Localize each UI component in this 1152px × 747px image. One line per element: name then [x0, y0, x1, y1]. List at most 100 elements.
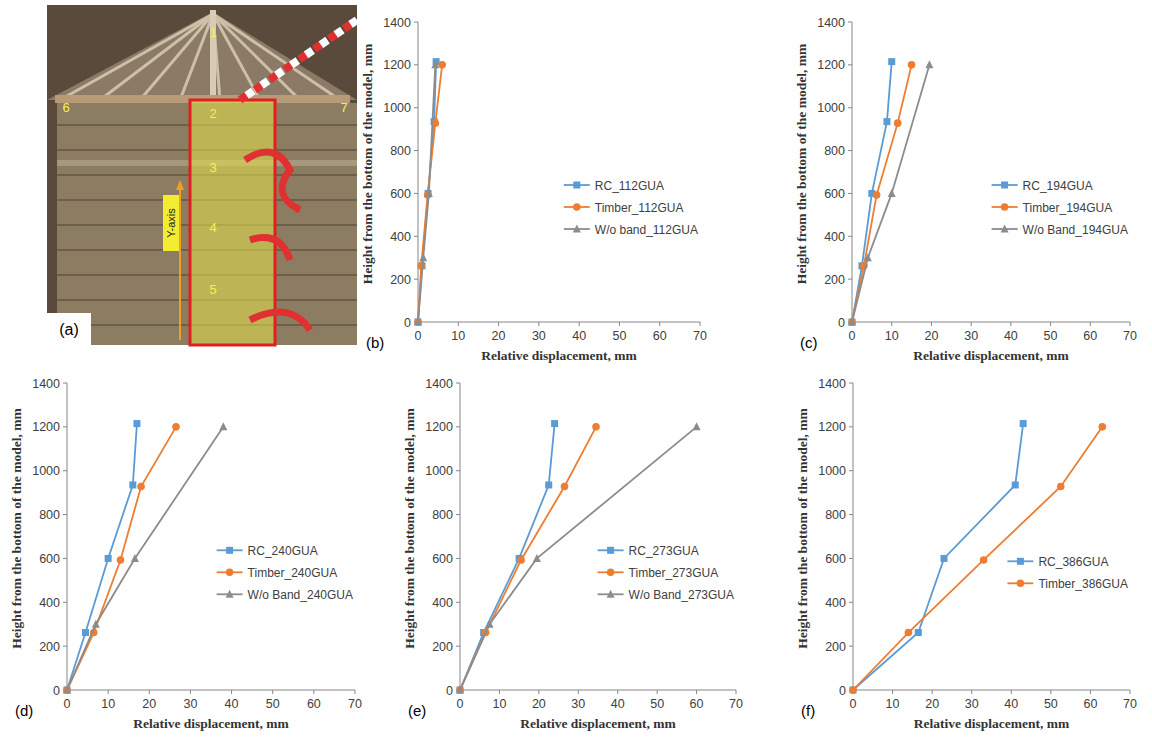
legend-item: Timber_112GUA — [564, 201, 684, 215]
data-point — [905, 629, 913, 637]
x-tick-label: 40 — [225, 697, 239, 711]
legend-marker — [1001, 182, 1008, 189]
y-tick — [849, 470, 853, 471]
legend-item: RC_386GUA — [1007, 555, 1108, 569]
legend-item: Timber_194GUA — [992, 201, 1113, 215]
x-tick-label: 60 — [690, 697, 704, 711]
legend-label: RC_386GUA — [1038, 555, 1108, 569]
x-tick-label: 10 — [886, 697, 900, 711]
series-line — [460, 424, 555, 690]
data-point — [133, 420, 140, 427]
y-tick — [63, 383, 67, 384]
legend: RC_273GUATimber_273GUAW/o Band_273GUA — [598, 544, 734, 602]
data-point — [873, 191, 881, 199]
rafter — [213, 14, 340, 100]
legend-label: W/o Band_194GUA — [1023, 223, 1128, 237]
data-point — [517, 556, 525, 564]
data-point — [417, 262, 425, 270]
x-tick — [458, 322, 459, 326]
y-tick-label: 600 — [825, 552, 846, 566]
x-tick-label: 50 — [612, 329, 626, 343]
y-tick — [414, 193, 418, 194]
y-tick — [456, 514, 460, 515]
y-tick-label: 400 — [824, 230, 845, 244]
data-point — [64, 687, 71, 694]
y-tick — [849, 646, 853, 647]
data-point — [848, 318, 856, 326]
point-label: 3 — [209, 160, 216, 175]
y-tick — [848, 107, 852, 108]
legend-marker — [573, 225, 581, 233]
panel-label: (a) — [59, 321, 79, 338]
data-point — [414, 318, 422, 326]
x-tick — [272, 690, 273, 694]
x-tick-label: 30 — [571, 697, 585, 711]
figure: Y-axis1234567(a)020040060080010001200140… — [0, 0, 1152, 747]
y-tick — [848, 22, 852, 23]
legend-item: Timber_386GUA — [1007, 577, 1128, 591]
y-tick-label: 200 — [825, 640, 846, 654]
panel-label: (b) — [366, 334, 384, 351]
series-line — [418, 65, 442, 322]
y-tick-label: 1000 — [32, 464, 60, 478]
x-tick — [231, 690, 232, 694]
legend-item: W/o band_112GUA — [564, 223, 698, 237]
y-tick-label: 1400 — [818, 377, 846, 391]
y-tick-label: 600 — [390, 187, 411, 201]
legend-label: Timber_273GUA — [629, 566, 719, 580]
point-label: 6 — [62, 100, 69, 115]
rafter — [60, 14, 213, 100]
y-axis-title: Height from the bottom of the model, mm — [794, 43, 809, 284]
y-tick — [456, 383, 460, 384]
data-point — [456, 686, 464, 694]
y-tick-label: 0 — [839, 684, 846, 698]
legend-label: RC_194GUA — [1023, 179, 1093, 193]
series-line — [460, 427, 697, 690]
measured-strip — [190, 100, 275, 345]
y-tick — [414, 150, 418, 151]
data-point — [457, 687, 464, 694]
x-tick-label: 20 — [924, 329, 938, 343]
plot-area — [63, 420, 227, 694]
y-tick-label: 800 — [432, 508, 453, 522]
data-point — [592, 423, 600, 431]
x-tick-label: 40 — [611, 697, 625, 711]
data-point — [1012, 481, 1019, 488]
data-point — [172, 423, 180, 431]
x-axis-title: Relative displacement, mm — [133, 716, 289, 731]
x-axis-title: Relative displacement, mm — [481, 348, 637, 363]
y-tick-label: 1400 — [383, 16, 411, 30]
data-point — [414, 318, 422, 326]
y-tick — [848, 193, 852, 194]
rafter — [100, 14, 213, 100]
chart: 0200400600800100012001400010203040506070… — [402, 377, 743, 732]
x-tick — [619, 322, 620, 326]
x-tick — [149, 690, 150, 694]
y-axis-title: Height from the bottom of the model, mm — [402, 408, 417, 649]
y-tick — [414, 279, 418, 280]
legend-item: RC_273GUA — [598, 544, 699, 558]
data-point — [438, 61, 446, 69]
y-tick-label: 1400 — [425, 377, 453, 391]
chart: 0200400600800100012001400010203040506070… — [794, 16, 1137, 364]
y-axis-label-box — [163, 195, 179, 251]
legend-marker — [1001, 225, 1009, 233]
data-point — [63, 686, 71, 694]
y-tick-label: 400 — [825, 596, 846, 610]
data-point — [915, 629, 922, 636]
data-point — [848, 318, 856, 326]
x-tick — [579, 322, 580, 326]
y-tick-label: 600 — [824, 187, 845, 201]
panel-label: (c) — [800, 334, 818, 351]
y-axis-title: Height from the bottom of the model, mm — [9, 408, 24, 649]
legend-marker — [226, 547, 233, 554]
x-tick-label: 10 — [101, 697, 115, 711]
y-tick-label: 200 — [824, 273, 845, 287]
y-tick — [848, 150, 852, 151]
point-label: 7 — [340, 100, 347, 115]
x-tick — [1090, 322, 1091, 326]
x-tick-label: 10 — [492, 697, 506, 711]
photo-panel: Y-axis1234567(a) — [47, 5, 357, 345]
legend-item: Timber_240GUA — [217, 566, 338, 580]
x-tick-label: 40 — [572, 329, 586, 343]
